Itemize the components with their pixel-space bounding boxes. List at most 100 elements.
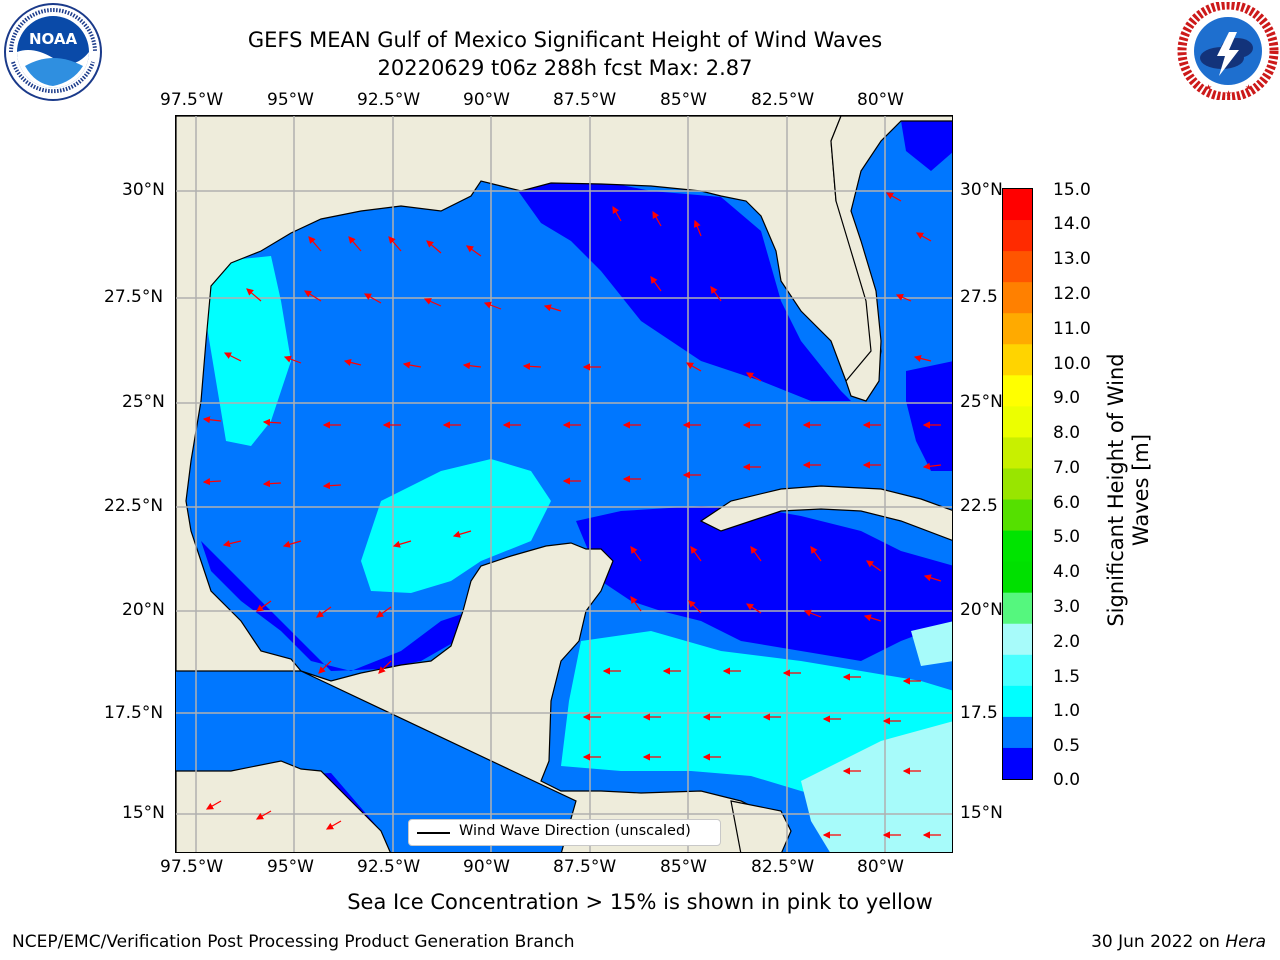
arrow — [388, 236, 402, 252]
footer-date-text: 30 Jun 2022 on — [1091, 932, 1226, 952]
arrow — [652, 210, 662, 227]
colorbar-tick: 11.0 — [1053, 319, 1091, 339]
colorbar-segment — [1003, 530, 1033, 563]
left-lat-tick: 15°N — [122, 803, 165, 823]
colorbar-tick: 2.0 — [1053, 632, 1081, 652]
colorbar-tick: 10.0 — [1053, 354, 1091, 374]
left-lat-tick: 17.5°N — [104, 703, 164, 723]
arrow — [885, 192, 902, 202]
arrow — [612, 205, 622, 222]
arrow — [426, 240, 442, 254]
arrow — [222, 540, 242, 548]
map-svg — [176, 116, 952, 852]
arrow — [866, 560, 882, 572]
colorbar-tick: 0.0 — [1053, 770, 1081, 790]
colorbar-tick: 8.0 — [1053, 423, 1081, 443]
colorbar-segment — [1003, 282, 1033, 314]
arrow — [915, 232, 932, 242]
colorbar-tick: 9.0 — [1053, 388, 1081, 408]
arrow — [630, 546, 642, 562]
arrow — [202, 416, 222, 424]
left-lat-tick: 20°N — [122, 600, 165, 620]
arrow — [483, 301, 502, 310]
colorbar-tick: 7.0 — [1053, 458, 1081, 478]
arrow — [363, 293, 382, 304]
svg-text:★: ★ — [1205, 83, 1212, 92]
sea-ice-note-text: Sea Ice Concentration > 15% is shown in … — [347, 890, 933, 914]
colorbar-segment — [1003, 623, 1033, 656]
arrow — [895, 294, 912, 302]
arrow — [376, 606, 392, 618]
nws-logo: ★ ★ ★ — [1177, 2, 1279, 100]
arrow — [693, 219, 702, 237]
chart-subtitle: 20220629 t06z 288h fcst Max: 2.87 — [377, 56, 753, 80]
colorbar-segment — [1003, 685, 1033, 718]
colorbar-segment — [1003, 747, 1033, 780]
arrow — [466, 245, 482, 257]
colorbar-segment — [1003, 592, 1033, 625]
colorbar-tick: 12.0 — [1053, 284, 1091, 304]
colorbar-segment — [1003, 220, 1033, 252]
colorbar-segment — [1003, 654, 1033, 687]
bottom-lon-tick: 92.5°W — [357, 857, 421, 877]
chart-title: GEFS MEAN Gulf of Mexico Significant Hei… — [247, 28, 883, 52]
bottom-lon-tick: 87.5°W — [553, 857, 617, 877]
svg-text:★: ★ — [1225, 89, 1232, 98]
arrow — [205, 800, 222, 810]
legend-label: Wind Wave Direction (unscaled) — [459, 823, 691, 839]
arrow — [262, 480, 282, 488]
arrow — [685, 362, 702, 372]
arrow — [650, 276, 662, 292]
arrow — [923, 574, 942, 582]
arrow — [303, 290, 322, 302]
arrow — [863, 614, 882, 622]
colorbar-label: Significant Height of Wind Waves [m] — [1104, 340, 1154, 640]
arrow — [378, 660, 392, 674]
svg-text:★: ★ — [1245, 83, 1252, 92]
colorbar-segment — [1003, 406, 1033, 439]
noaa-logo-text: NOAA — [29, 30, 78, 48]
legend-line-sample — [417, 832, 450, 834]
colorbar-segment — [1003, 499, 1033, 532]
top-lon-tick: 97.5°W — [160, 90, 224, 110]
gridlines — [176, 116, 952, 852]
colorbar-segment — [1003, 375, 1033, 407]
right-lat-tick: 17.5 — [960, 703, 998, 723]
arrow — [402, 361, 422, 369]
top-lon-tick: 95°W — [267, 90, 314, 110]
colorbar-tick: 14.0 — [1053, 214, 1091, 234]
bottom-lon-tick: 90°W — [463, 857, 510, 877]
colorbar-tick: 1.0 — [1053, 701, 1081, 721]
arrow — [283, 355, 302, 364]
right-lat-tick: 20°N — [960, 600, 1003, 620]
colorbar-label-line1: Significant Height of Wind — [1104, 353, 1128, 627]
arrow — [710, 286, 722, 302]
colorbar-segment — [1003, 189, 1033, 221]
arrow — [343, 358, 362, 366]
colorbar-tick: 1.5 — [1053, 667, 1081, 687]
bottom-lon-tick: 85°W — [660, 857, 707, 877]
colorbar-segment — [1003, 344, 1033, 376]
bottom-lon-tick: 97.5°W — [160, 857, 224, 877]
colorbar-tick: 5.0 — [1053, 527, 1081, 547]
colorbar-tick: 15.0 — [1053, 180, 1091, 200]
map-panel — [175, 115, 953, 853]
top-lon-tick: 90°W — [463, 90, 510, 110]
map-legend: Wind Wave Direction (unscaled) — [408, 819, 721, 846]
colorbar-segment — [1003, 561, 1033, 594]
colorbar-tick: 0.5 — [1053, 736, 1081, 756]
arrow — [690, 546, 702, 562]
arrow — [202, 478, 222, 486]
top-lon-tick: 92.5°W — [357, 90, 421, 110]
colorbar-segment — [1003, 716, 1033, 749]
arrow — [282, 540, 302, 548]
right-lat-tick: 25°N — [960, 392, 1003, 412]
top-lon-tick: 82.5°W — [751, 90, 815, 110]
arrow — [543, 304, 562, 312]
arrow — [423, 298, 442, 307]
top-lon-tick: 85°W — [660, 90, 707, 110]
right-lat-tick: 30°N — [960, 180, 1003, 200]
colorbar-segment — [1003, 468, 1033, 501]
arrow — [308, 236, 322, 252]
colorbar-label-line2: Waves [m] — [1129, 433, 1153, 547]
